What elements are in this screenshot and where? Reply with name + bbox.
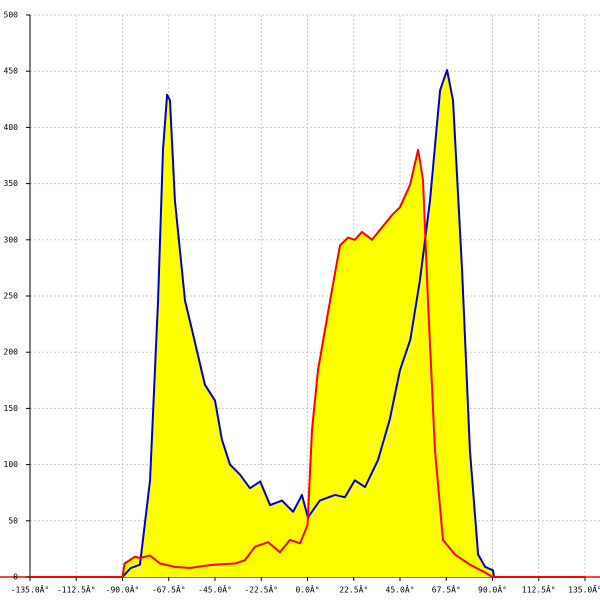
y-tick-label: 400 [4, 123, 19, 132]
y-tick-label: 450 [4, 67, 19, 76]
x-tick-label: 67.5Â° [432, 584, 461, 595]
y-tick-label: 350 [4, 179, 19, 188]
y-tick-label: 250 [4, 292, 19, 301]
series-line [121, 69, 495, 578]
x-tick-label: -90.0Â° [106, 584, 140, 595]
x-tick-label: 135.0Â° [568, 584, 600, 595]
y-tick-label: 200 [4, 348, 19, 357]
y-tick-label: 150 [4, 404, 19, 413]
x-tick-label: -135.0Â° [11, 584, 50, 595]
x-tick-label: 22.5Â° [339, 584, 368, 595]
x-tick-label: -112.5Â° [57, 584, 96, 595]
y-tick-label: 0 [13, 573, 18, 582]
y-tick-label: 300 [4, 235, 19, 244]
x-tick-label: 45.0Â° [386, 584, 415, 595]
x-tick-label: 90.0Â° [478, 584, 507, 595]
y-tick-label: 100 [4, 460, 19, 469]
series-line [30, 148, 585, 578]
y-tick-label: 500 [4, 11, 19, 20]
x-tick-label: -45.0Â° [198, 584, 232, 595]
x-tick-label: -67.5Â° [152, 584, 186, 595]
x-tick-label: -22.5Â° [244, 584, 278, 595]
x-tick-label: 0.0Â° [295, 584, 319, 595]
x-tick-label: 112.5Â° [522, 584, 556, 595]
y-tick-label: 50 [8, 516, 18, 525]
